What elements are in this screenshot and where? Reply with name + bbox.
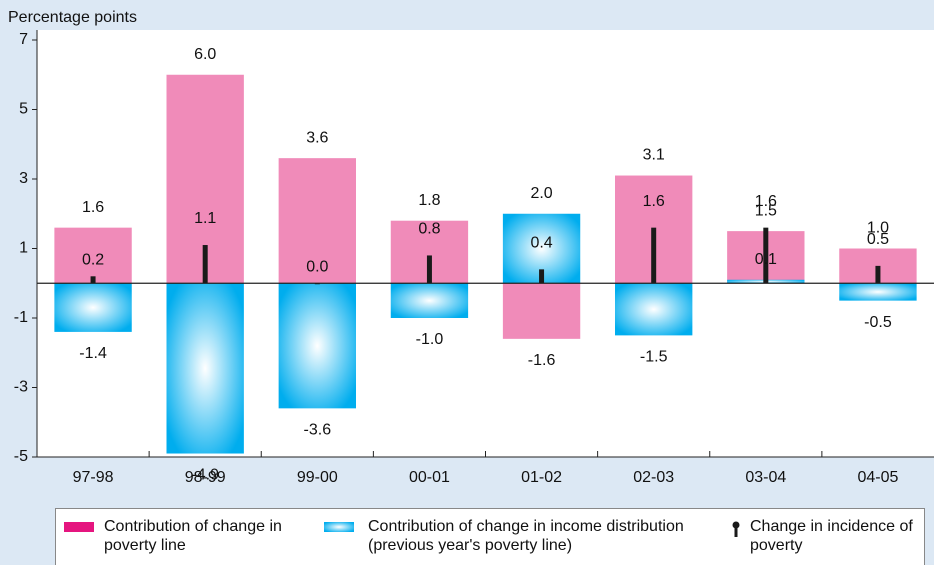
- bar: [502, 283, 581, 339]
- legend-label: Contribution of change in income distrib…: [368, 518, 684, 554]
- y-tick-label: -1: [14, 309, 28, 326]
- bar: [54, 227, 132, 284]
- chart: Percentage points -5 -3 -1 1 3 5 7 97-98 98-99 99…: [8, 9, 934, 486]
- x-tick-label: 01-02: [521, 469, 562, 486]
- value-label: 0.2: [82, 252, 104, 269]
- value-label: -0.5: [864, 314, 892, 331]
- x-tick-label: 97-98: [73, 469, 114, 486]
- bar: [54, 283, 132, 332]
- x-tick-label: 04-05: [857, 469, 898, 486]
- x-tick-label: 02-03: [633, 469, 674, 486]
- legend-marker: [734, 525, 738, 537]
- y-tick-label: 7: [19, 31, 28, 48]
- y-tick-label: 1: [19, 240, 28, 257]
- bar: [278, 158, 356, 284]
- value-label: -3.6: [304, 422, 332, 439]
- value-label: 1.6: [755, 193, 777, 210]
- value-label: 0.0: [306, 258, 328, 275]
- legend-swatch: [64, 522, 94, 532]
- legend-marker: [64, 522, 94, 532]
- value-label: -1.6: [528, 352, 556, 369]
- value-label: 6.0: [194, 46, 216, 63]
- stick: [90, 276, 96, 284]
- x-tick-label: 00-01: [409, 469, 450, 486]
- x-tick-label: 99-00: [297, 469, 338, 486]
- y-tick-label: -3: [14, 379, 28, 396]
- stick: [539, 269, 545, 284]
- bar: [390, 283, 469, 318]
- stick: [651, 227, 657, 284]
- value-label: 2.0: [530, 185, 552, 202]
- y-axis-label: Percentage points: [8, 9, 137, 26]
- value-label: 1.6: [643, 193, 665, 210]
- stick: [202, 245, 208, 284]
- value-label: 1.8: [418, 192, 440, 209]
- legend-label: Change in incidence of poverty: [750, 518, 913, 554]
- legend: Contribution of change in poverty line Co…: [55, 508, 925, 565]
- legend-marker: [324, 522, 354, 532]
- legend-swatch: [324, 522, 354, 532]
- value-label: -1.5: [640, 349, 668, 366]
- value-label: 3.1: [643, 147, 665, 164]
- value-label: 3.6: [306, 129, 328, 146]
- value-label: -4.9: [191, 467, 219, 484]
- bar: [615, 283, 693, 336]
- stick: [763, 227, 769, 284]
- stick: [426, 255, 432, 284]
- value-label: 0.8: [418, 221, 440, 238]
- x-tick-label: 98-99: [185, 469, 226, 486]
- value-label: 0.1: [755, 251, 777, 268]
- y-tick-label: 3: [19, 170, 28, 187]
- y-tick-label: 5: [19, 101, 28, 118]
- value-label: -1.4: [79, 345, 107, 362]
- legend-label: Contribution of change in poverty line: [104, 518, 282, 554]
- value-label: 0.4: [530, 235, 552, 252]
- value-label: 0.5: [867, 231, 889, 248]
- x-tick-label: 03-04: [745, 469, 786, 486]
- value-label: 1.0: [867, 220, 889, 237]
- value-label: -1.0: [416, 331, 444, 348]
- y-tick-label: -5: [14, 448, 28, 465]
- bar: [839, 283, 917, 301]
- bar: [278, 283, 356, 409]
- bar: [166, 283, 244, 454]
- value-label: 1.1: [194, 210, 216, 227]
- legend-swatch: [732, 521, 740, 537]
- value-label: 1.5: [755, 202, 777, 219]
- stick: [875, 265, 881, 284]
- value-label: 1.6: [82, 199, 104, 216]
